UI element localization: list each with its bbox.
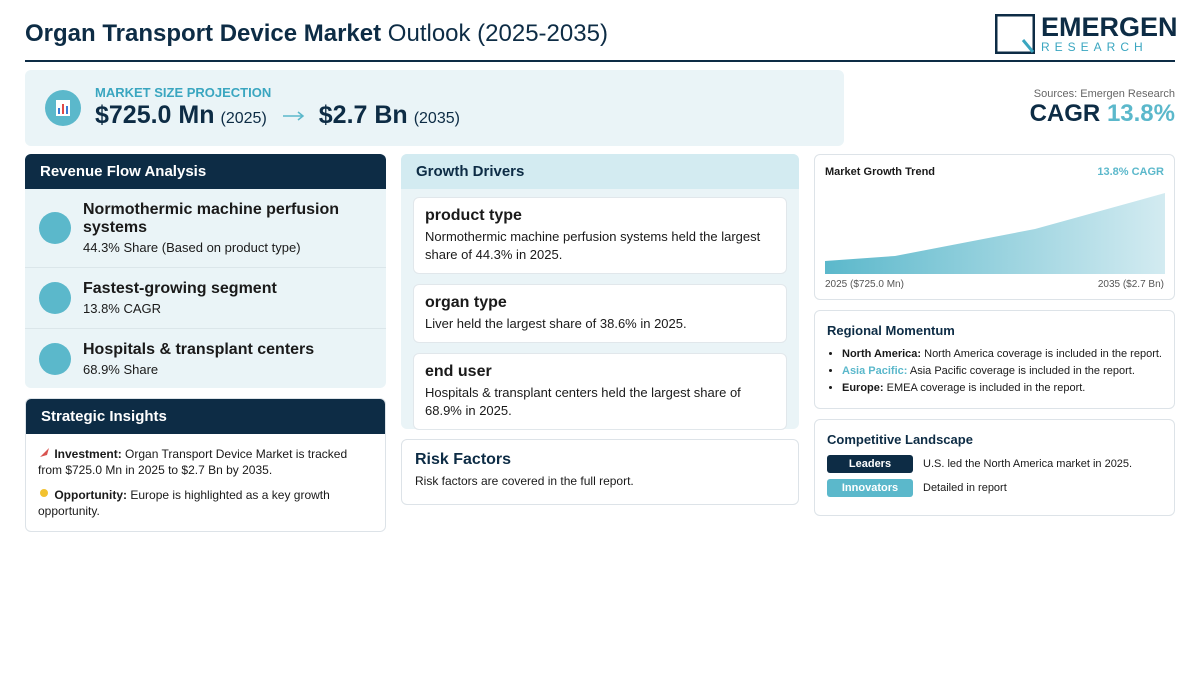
projection-icon <box>45 90 81 126</box>
trend-area <box>825 193 1165 274</box>
strategic-insights: Strategic Insights Investment: Organ Tra… <box>25 398 386 532</box>
end-year: (2035) <box>413 110 460 127</box>
region-name: Asia Pacific: <box>842 365 908 377</box>
icon <box>39 343 71 375</box>
comp-tag: Innovators <box>827 479 913 497</box>
region-name: North America: <box>842 348 922 360</box>
item-title: Fastest-growing segment <box>83 280 277 297</box>
icon <box>40 448 49 457</box>
comp-item: Innovators Detailed in report <box>827 479 1162 497</box>
driver-title: product type <box>425 207 522 224</box>
end-value: $2.7 Bn <box>318 101 408 129</box>
risk-text: Risk factors are covered in the full rep… <box>415 474 634 488</box>
insight-text: Organ Transport Device Market is tracked… <box>38 447 348 477</box>
risk-factors: Risk Factors Risk factors are covered in… <box>401 439 799 505</box>
title-bold: Organ Transport Device Market <box>25 20 382 47</box>
comp-item: Leaders U.S. led the North America market… <box>827 455 1162 473</box>
region-text: Asia Pacific coverage is included in the… <box>909 365 1135 377</box>
region-list: North America: North America coverage is… <box>827 348 1162 394</box>
logo-main: EMERGEN <box>1041 12 1178 42</box>
trend-start: 2025 ($725.0 Mn) <box>825 279 904 290</box>
trend-end: 2035 ($2.7 Bn) <box>1097 279 1164 290</box>
logo-sub: RESEARCH <box>1041 40 1148 54</box>
insight-text: Europe is highlighted as a key growth op… <box>38 488 330 518</box>
cagr-label: CAGR <box>1029 100 1101 127</box>
icon <box>40 489 48 497</box>
insight-label: Investment: <box>54 447 122 461</box>
region-text: North America coverage is included in th… <box>924 348 1162 360</box>
insight: Opportunity: Europe is highlighted as a … <box>38 487 373 519</box>
growth-drivers: Growth Drivers product type Normothermic … <box>401 154 799 430</box>
trend-badge: 13.8% CAGR <box>1097 166 1164 178</box>
item-title: Normothermic machine perfusion systems <box>83 201 340 236</box>
item-detail: 13.8% CAGR <box>83 301 162 316</box>
section-title: Strategic Insights <box>26 399 385 434</box>
driver: organ type Liver held the largest share o… <box>413 284 787 343</box>
flow-item: Hospitals & transplant centers 68.9% Shar… <box>25 329 386 388</box>
icon <box>39 282 71 314</box>
competitive: Competitive Landscape Leaders U.S. led th… <box>814 419 1175 516</box>
regional: Regional Momentum North America: North A… <box>814 310 1175 409</box>
logo-mark <box>995 14 1035 54</box>
arrow <box>282 111 304 121</box>
projection-label: MARKET SIZE PROJECTION <box>95 85 272 100</box>
header-rule <box>25 60 1175 62</box>
section-title: Risk Factors <box>415 451 512 468</box>
start-value: $725.0 Mn <box>95 101 215 129</box>
projection-box: MARKET SIZE PROJECTION $725.0 Mn (2025) … <box>25 70 844 146</box>
driver: product type Normothermic machine perfusi… <box>413 197 787 274</box>
logo: EMERGEN RESEARCH <box>995 14 1178 54</box>
region-item: Asia Pacific: Asia Pacific coverage is i… <box>842 365 1162 377</box>
icon <box>39 212 71 244</box>
comp-tag: Leaders <box>827 455 913 473</box>
insight: Investment: Organ Transport Device Marke… <box>38 446 373 478</box>
section-title: Regional Momentum <box>827 323 955 338</box>
growth-trend: Market Growth Trend 13.8% CAGR 2025 ($72… <box>814 154 1175 300</box>
driver-title: end user <box>425 363 492 380</box>
comp-text: U.S. led the North America market in 202… <box>923 458 1133 470</box>
title: Organ Transport Device Market Outlook (2… <box>25 20 608 48</box>
region-item: Europe: EMEA coverage is included in the… <box>842 382 1162 394</box>
driver-title: organ type <box>425 294 507 311</box>
flow-item: Normothermic machine perfusion systems 44… <box>25 189 386 268</box>
section-title: Revenue Flow Analysis <box>25 154 386 189</box>
region-item: North America: North America coverage is… <box>842 348 1162 360</box>
driver-text: Liver held the largest share of 38.6% in… <box>425 316 687 331</box>
start-year: (2025) <box>220 110 267 127</box>
cagr: CAGR 13.8% <box>1030 100 1175 128</box>
driver-text: Normothermic machine perfusion systems h… <box>425 229 761 262</box>
region-text: EMEA coverage is included in the report. <box>886 382 1086 394</box>
comp-text: Detailed in report <box>923 482 1007 494</box>
flow-item: Fastest-growing segment 13.8% CAGR <box>25 268 386 329</box>
section-title: Growth Drivers <box>401 154 799 189</box>
title-rest: Outlook (2025-2035) <box>387 20 608 47</box>
trend-title: Market Growth Trend <box>825 166 936 178</box>
cagr-value: 13.8% <box>1106 100 1175 127</box>
driver-text: Hospitals & transplant centers held the … <box>425 385 741 418</box>
item-title: Hospitals & transplant centers <box>83 341 315 358</box>
revenue-flow: Revenue Flow Analysis Normothermic machi… <box>25 154 386 388</box>
region-name: Europe: <box>842 382 884 394</box>
section-title: Competitive Landscape <box>827 432 973 447</box>
sources: Sources: Emergen Research <box>1033 88 1175 100</box>
driver: end user Hospitals & transplant centers h… <box>413 353 787 430</box>
item-detail: 44.3% Share (Based on product type) <box>83 240 301 255</box>
projection-values: $725.0 Mn (2025) $2.7 Bn (2035) <box>95 101 460 130</box>
insight-label: Opportunity: <box>54 488 127 502</box>
item-detail: 68.9% Share <box>83 362 159 377</box>
